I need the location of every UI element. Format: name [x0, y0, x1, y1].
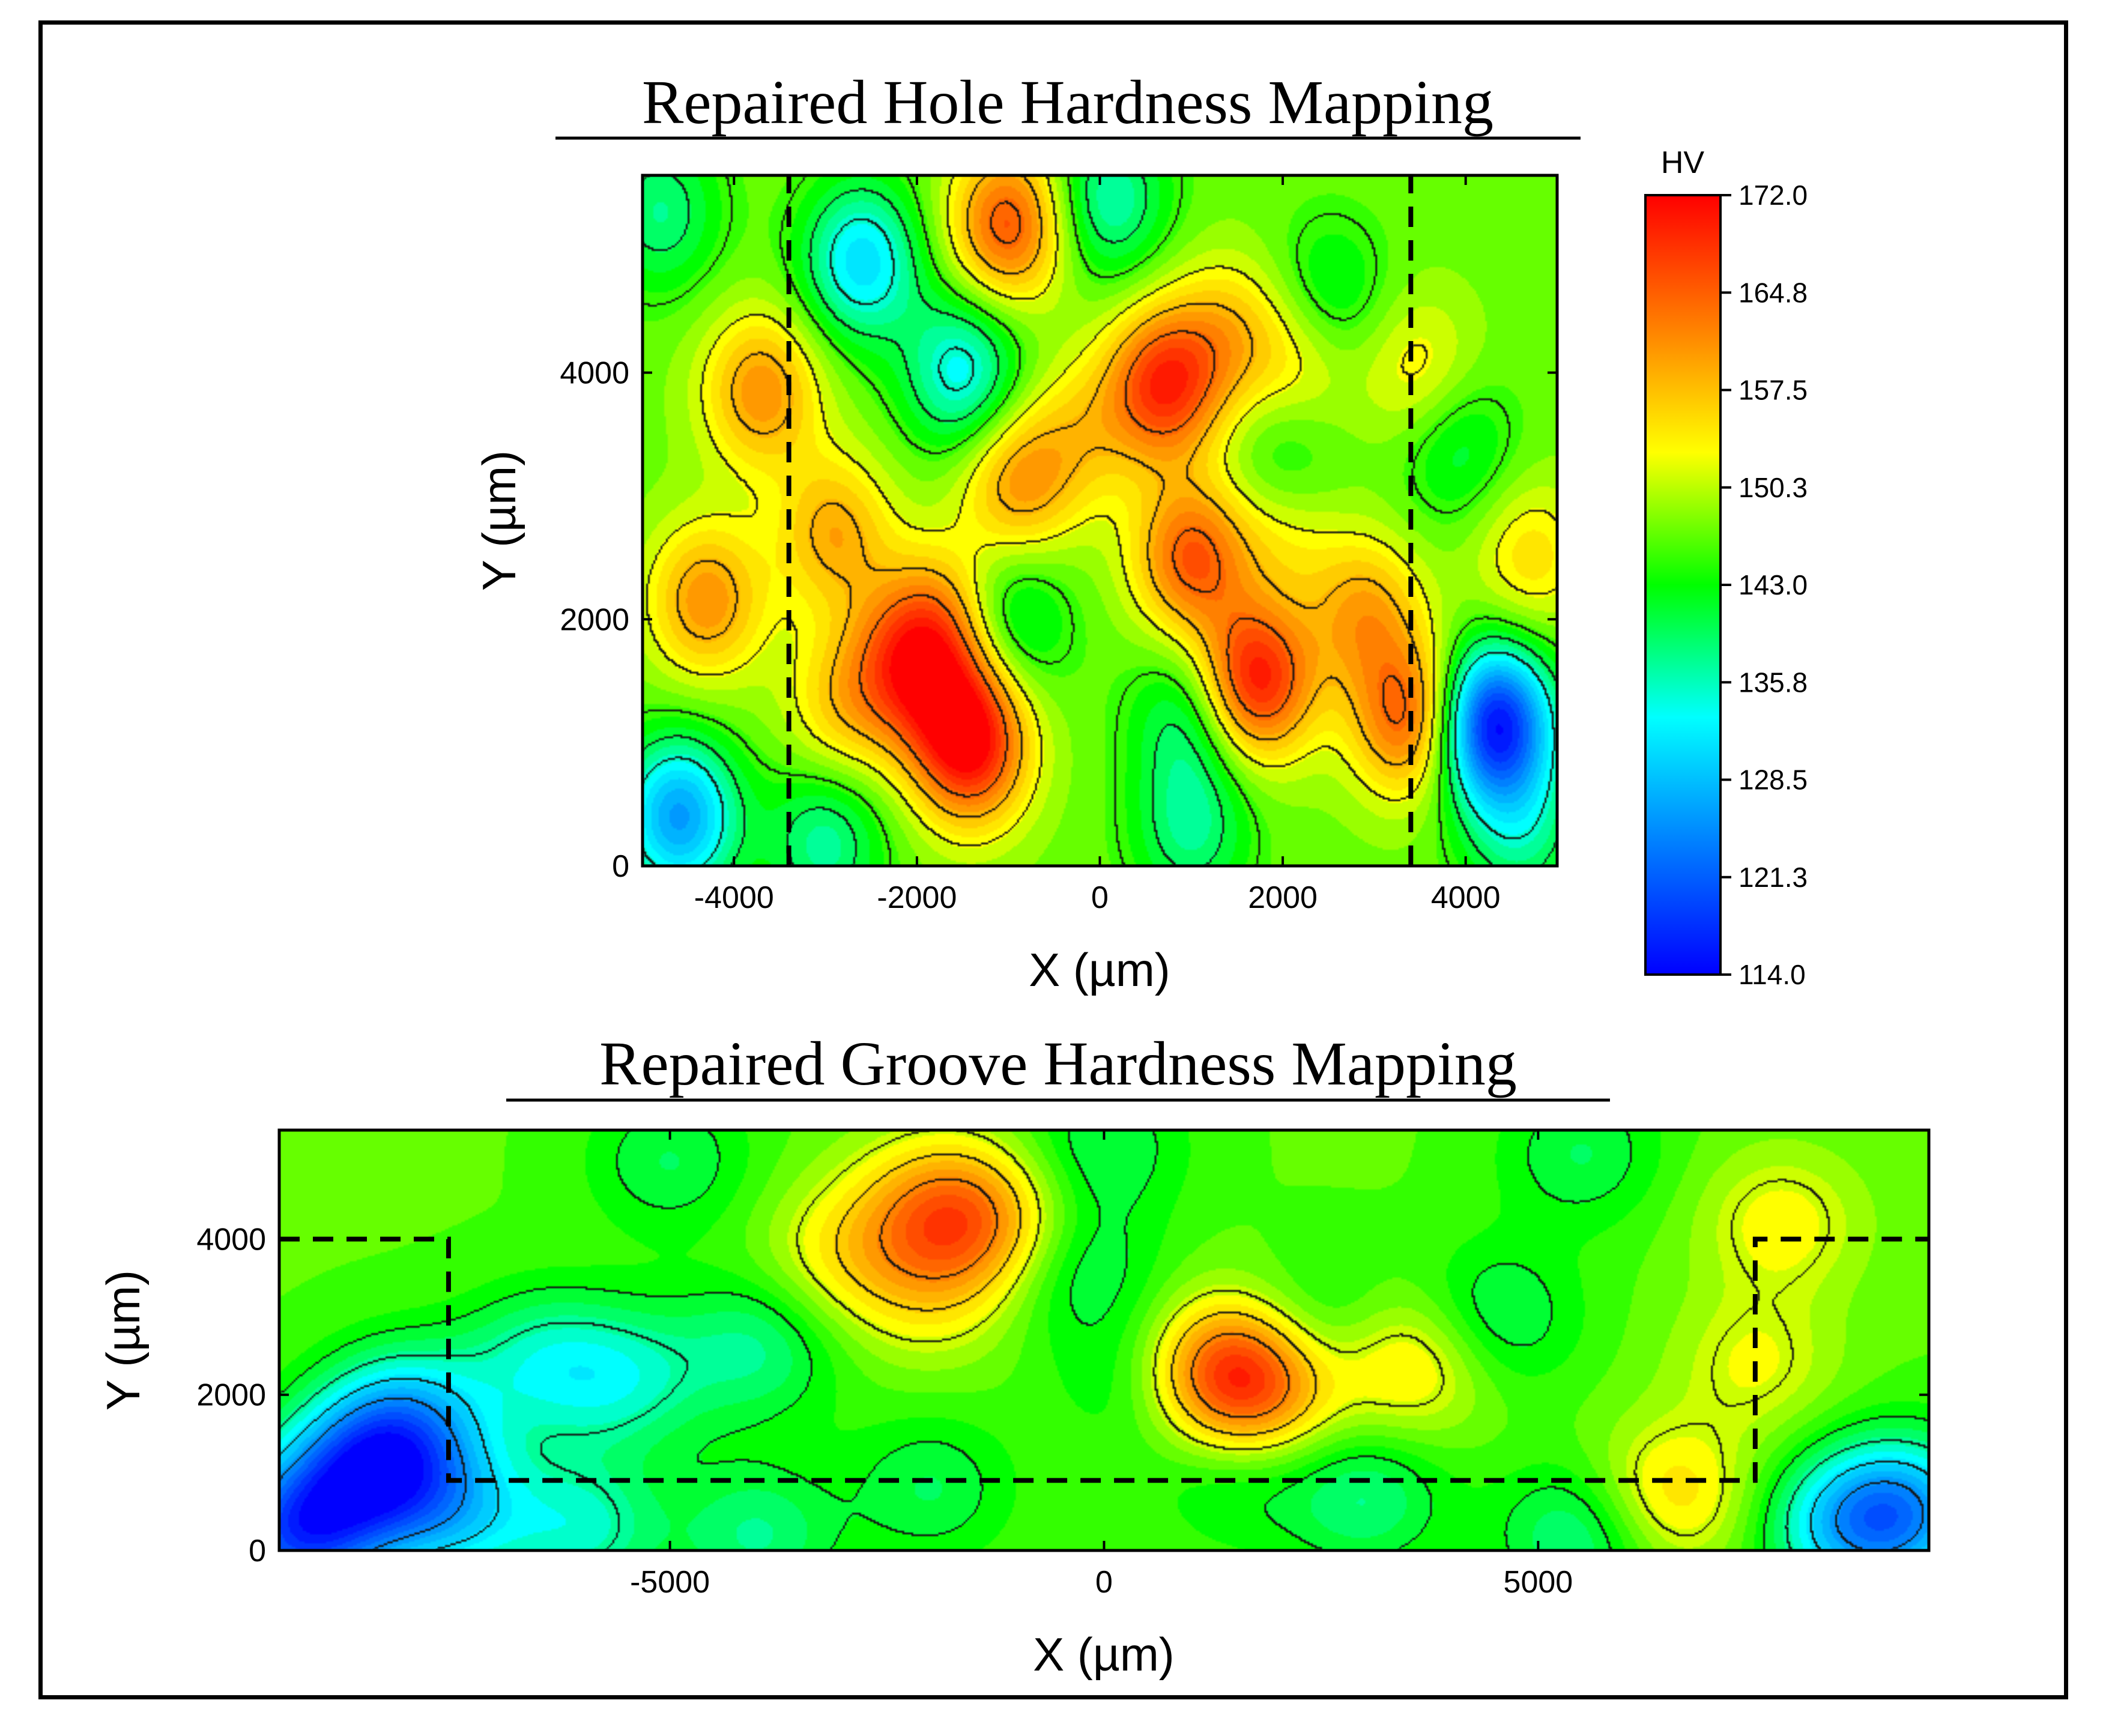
groove-heatmap	[279, 1130, 1929, 1550]
colorbar-label: HV	[1661, 145, 1705, 180]
y-tick-label: 2000	[560, 602, 629, 637]
x-tick-label: 0	[1095, 1565, 1113, 1600]
hole-heatmap	[643, 175, 1557, 866]
hole-dashed-lines	[786, 175, 1414, 866]
colorbar-tick-label: 121.3	[1738, 862, 1808, 893]
groove-y-axis: 0 2000 4000	[196, 1222, 1929, 1568]
colorbar-tick-label: 157.5	[1738, 375, 1808, 406]
y-tick-label: 4000	[196, 1222, 266, 1257]
x-tick-label: -2000	[877, 880, 957, 915]
hole-y-axis-label: Y (µm)	[473, 450, 525, 591]
x-tick-label: -4000	[694, 880, 774, 915]
x-tick-label: -5000	[630, 1565, 710, 1600]
colorbar-tick-label: 135.8	[1738, 667, 1808, 698]
x-tick-label: 2000	[1248, 880, 1318, 915]
x-tick-label: 4000	[1431, 880, 1501, 915]
hole-x-axis: -4000 -2000 0 2000 4000	[694, 175, 1501, 915]
groove-x-axis: -5000 0 5000	[630, 1130, 1573, 1600]
y-tick-label: 0	[612, 849, 629, 884]
colorbar-ticks: 172.0 164.8 157.5 150.3 143.0 135.8 128.5 121.3…	[1720, 180, 1808, 990]
colorbar-tick-label: 150.3	[1738, 472, 1808, 503]
colorbar-tick-label: 172.0	[1738, 180, 1808, 211]
dashed-boundary-line	[279, 1236, 1929, 1483]
groove-x-axis-label: X (µm)	[1033, 1628, 1175, 1681]
x-tick-label: 5000	[1504, 1565, 1573, 1600]
colorbar-tick-label: 128.5	[1738, 764, 1808, 796]
hole-chart-title: Repaired Hole Hardness Mapping	[642, 68, 1493, 137]
groove-dashed-outline	[279, 1236, 1929, 1483]
groove-chart: Repaired Groove Hardness Mapping -5000 0 5…	[97, 1029, 1931, 1681]
hole-x-axis-label: X (µm)	[1029, 943, 1170, 996]
y-tick-label: 4000	[560, 356, 629, 391]
hole-y-axis: 0 2000 4000	[560, 356, 1557, 884]
y-tick-label: 0	[249, 1534, 266, 1568]
groove-heatmap-container	[279, 1130, 1929, 1550]
x-tick-label: 0	[1091, 880, 1109, 915]
groove-chart-title: Repaired Groove Hardness Mapping	[599, 1029, 1517, 1098]
colorbar-tick-label: 114.0	[1738, 959, 1806, 990]
hole-heatmap-container	[643, 175, 1557, 866]
colorbar: HV 172.0 164.8 157.5 150.3 143.0 135.8 128.5 12…	[1644, 145, 1808, 990]
groove-y-axis-label: Y (µm)	[97, 1270, 150, 1411]
colorbar-tick-label: 143.0	[1738, 569, 1808, 600]
y-tick-label: 2000	[196, 1378, 266, 1413]
colorbar-tick-label: 164.8	[1738, 277, 1808, 308]
hole-chart: Repaired Hole Hardness Mapping -4000 -200…	[473, 68, 1581, 996]
colorbar-gradient	[1644, 194, 1722, 976]
